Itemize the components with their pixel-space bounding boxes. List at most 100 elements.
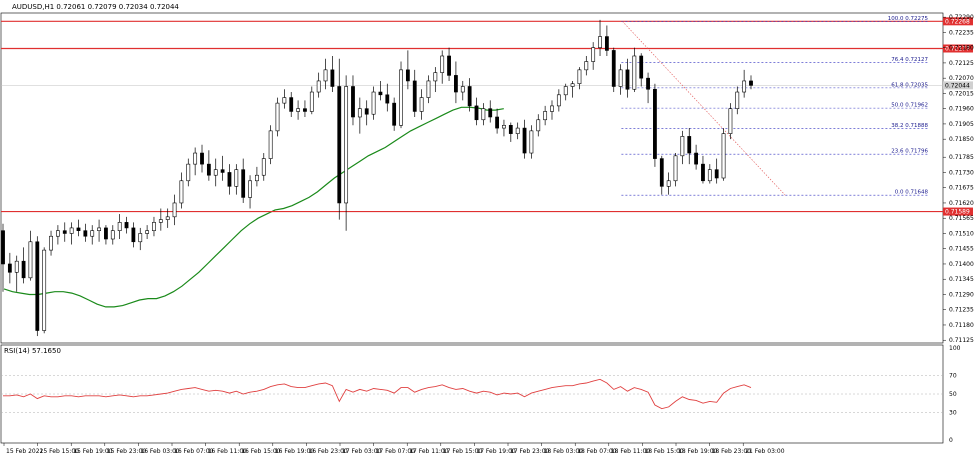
bullish-candle [275,102,280,132]
bearish-candle [227,172,232,187]
bearish-candle [337,86,342,204]
price-tick-label: 0.71455 [949,246,974,253]
bullish-candle [570,83,575,87]
time-tick-label: 18 Feb 03:00 [544,448,584,455]
fib-level-label: 50.0 0.71962 [891,103,928,109]
bullish-candle [248,180,252,198]
bullish-candle [14,260,19,273]
bullish-candle [618,69,623,87]
bearish-candle [653,88,657,159]
bullish-candle [145,230,150,234]
bearish-candle [646,77,650,90]
bullish-candle [255,174,259,182]
fib-level-label: 100.0 0.72275 [888,16,929,22]
bullish-candle [502,125,506,129]
bullish-candle [680,136,685,157]
bullish-candle [138,233,143,243]
bearish-candle [714,169,719,179]
time-tick-label: 17 Feb 15:00 [443,448,483,455]
bearish-candle [241,169,246,198]
fib-level-label: 61.8 0.72035 [891,82,928,88]
time-tick-label: 15 Feb 19:00 [73,448,113,455]
bullish-candle [536,119,541,132]
bullish-candle [563,86,568,96]
bullish-candle [371,91,376,115]
bearish-candle [200,152,204,165]
time-tick-label: 15 Feb 23:00 [107,448,147,455]
main-plot-frame [0,12,944,344]
bullish-candle [735,91,740,109]
bearish-candle [83,230,88,237]
bullish-candle [69,227,74,234]
bullish-candle [42,249,47,331]
bearish-candle [639,55,644,79]
price-tick-label: 0.71290 [949,291,974,298]
time-tick-label: 15 Feb 15:00 [40,448,80,455]
bearish-candle [488,108,493,118]
bearish-candle [131,227,136,243]
price-tick-label: 0.71510 [949,230,974,237]
rsi-level-label: 100 [949,345,961,352]
price-tick-label: 0.72290 [949,14,974,21]
bullish-candle [515,127,520,134]
current-price-tag-bg [943,81,973,90]
price-tick-label: 0.71620 [949,200,974,207]
bullish-candle [666,180,671,187]
time-tick-label: 21 Feb 03:00 [745,448,785,455]
candle-layer [1,19,753,337]
rsi-panel: 100 70 50 30 0 [1,345,961,444]
bearish-candle [522,127,527,154]
bearish-candle [405,69,410,82]
bearish-candle [289,97,294,112]
time-tick-label: 15 Feb 2022 [6,448,44,455]
bullish-candle [234,169,239,187]
rsi-label: RSI(14) 57.1650 [4,347,61,355]
bullish-candle [110,230,115,240]
bearish-candle [104,227,108,240]
price-tick-label: 0.72070 [949,75,974,82]
time-tick-label: 18 Feb 19:00 [678,448,718,455]
price-tick-label: 0.71345 [949,276,974,283]
price-tag-bg [943,44,973,53]
price-tick-label: 0.71180 [949,322,974,329]
time-tick-label: 17 Feb 03:00 [342,448,382,455]
bearish-candle [364,108,369,115]
rsi-level-label: 70 [949,373,957,380]
price-tick-label: 0.71235 [949,307,974,314]
bullish-candle [598,36,602,48]
bullish-candle [186,163,191,182]
bullish-candle [152,222,156,231]
bearish-candle [35,241,40,331]
fib-level-label: 38.2 0.71888 [891,123,928,129]
time-tick-label: 17 Feb 23:00 [510,448,550,455]
bullish-candle [261,158,266,176]
bullish-candle [316,80,321,93]
time-tick-label: 16 Feb 11:00 [208,448,248,455]
bearish-candle [701,163,705,182]
price-tick-label: 0.71400 [949,261,974,268]
bearish-candle [7,263,12,273]
price-tick-label: 0.72235 [949,29,974,36]
bullish-candle [357,108,362,118]
bearish-candle [474,105,479,121]
fib-level-label: 76.4 0.72127 [891,57,928,63]
rsi-level-label: 30 [949,409,957,416]
time-tick-label: 16 Feb 19:00 [275,448,315,455]
price-tick-label: 0.71905 [949,121,974,128]
price-tick-label: 0.71675 [949,185,974,192]
bullish-candle [433,72,438,82]
bullish-candle [577,69,582,85]
moving-average-line [3,106,504,308]
sma-layer [3,106,504,308]
bullish-candle [556,94,561,107]
price-tick-label: 0.71960 [949,106,974,113]
time-tick-label: 18 Feb 15:00 [644,448,684,455]
bullish-candle [632,55,637,90]
bullish-candle [543,111,548,121]
time-tick-label: 16 Feb 03:00 [140,448,180,455]
price-axis: 0.722900.722350.721800.721250.720700.720… [943,14,974,344]
bullish-candle [49,235,53,251]
